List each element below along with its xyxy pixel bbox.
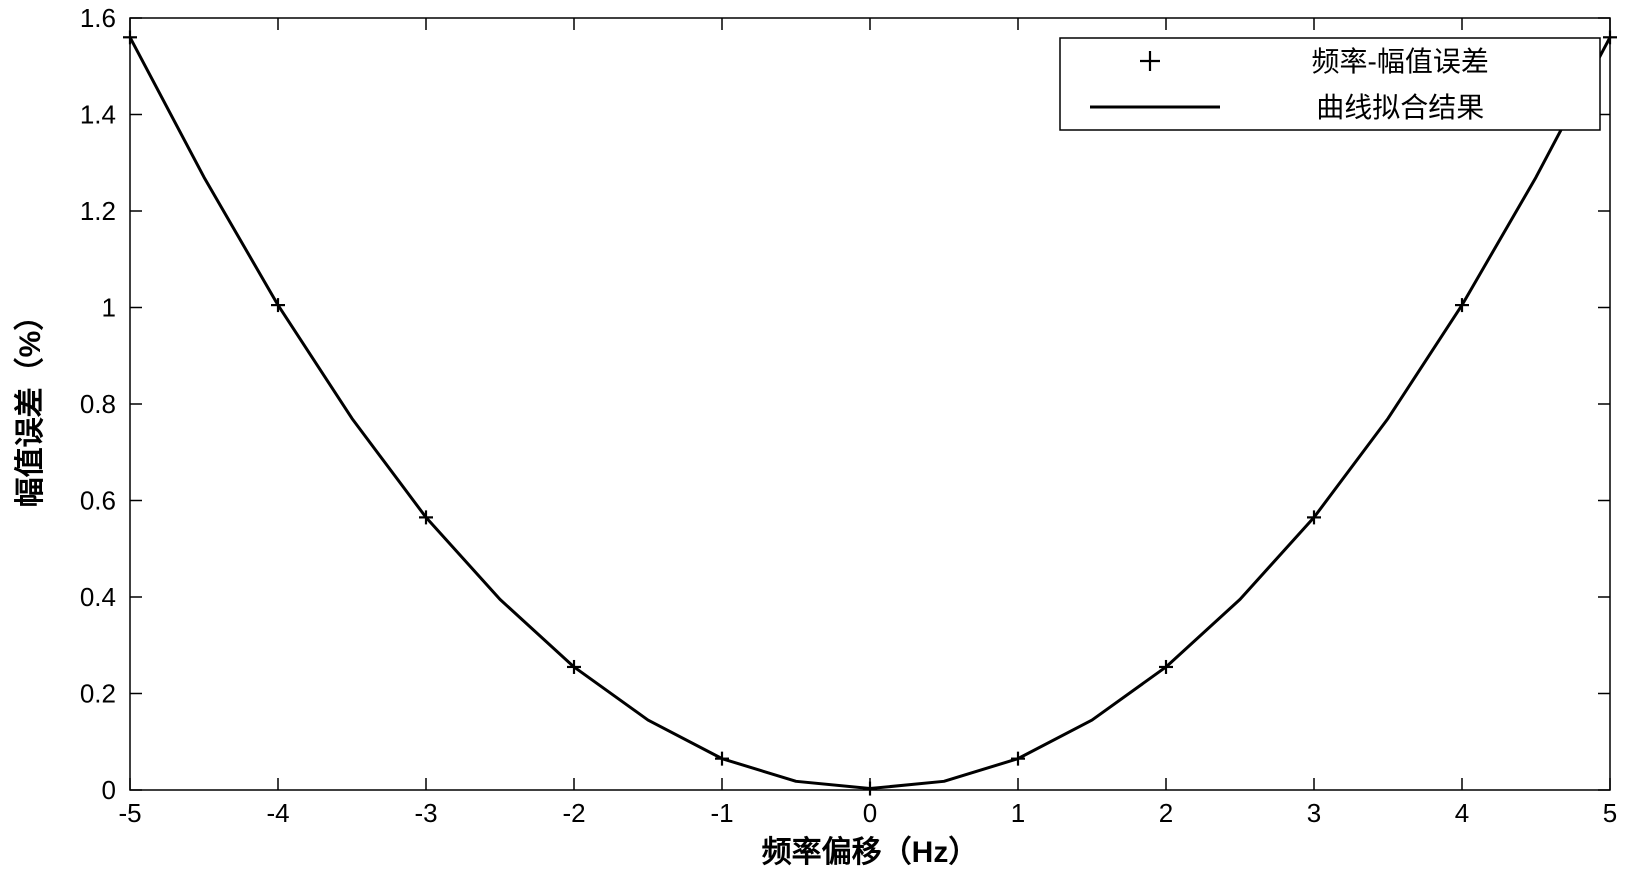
- y-tick-label: 1.6: [80, 3, 116, 33]
- x-tick-label: 5: [1603, 798, 1617, 828]
- x-tick-label: 2: [1159, 798, 1173, 828]
- x-tick-label: 3: [1307, 798, 1321, 828]
- x-axis-label: 频率偏移（Hz）: [762, 835, 979, 869]
- legend-label: 频率-幅值误差: [1312, 46, 1489, 77]
- scatter-marker: [715, 752, 729, 766]
- scatter-marker: [1011, 752, 1025, 766]
- y-tick-label: 1: [102, 293, 116, 323]
- x-tick-label: 1: [1011, 798, 1025, 828]
- scatter-marker: [1603, 30, 1617, 44]
- y-tick-label: 0.6: [80, 486, 116, 516]
- x-tick-label: -2: [562, 798, 585, 828]
- y-tick-label: 0.8: [80, 389, 116, 419]
- x-tick-label: -4: [266, 798, 289, 828]
- x-tick-label: 4: [1455, 798, 1469, 828]
- x-tick-label: -5: [118, 798, 141, 828]
- chart-svg: -5 -4 -3 -2 -1 0 1 2 3 4 5 0 0.2 0.4 0.6 0.8 1 1.2 1.4 1.6 频…: [0, 0, 1639, 878]
- chart-container: -5 -4 -3 -2 -1 0 1 2 3 4 5 0 0.2 0.4 0.6 0.8 1 1.2 1.4 1.6 频…: [0, 0, 1639, 878]
- y-tick-label: 0: [102, 775, 116, 805]
- y-axis-label: 幅值误差（%）: [13, 301, 47, 508]
- y-tick-label: 0.2: [80, 679, 116, 709]
- legend-label: 曲线拟合结果: [1316, 92, 1484, 123]
- x-tick-label: 0: [863, 798, 877, 828]
- scatter-marker: [863, 782, 877, 796]
- axes-box: [130, 18, 1610, 790]
- scatter-marker: [123, 30, 137, 44]
- y-tick-label: 0.4: [80, 582, 116, 612]
- x-tick-label: -1: [710, 798, 733, 828]
- x-tick-label: -3: [414, 798, 437, 828]
- y-tick-label: 1.4: [80, 100, 116, 130]
- y-tick-label: 1.2: [80, 196, 116, 226]
- fit-curve: [130, 37, 1610, 788]
